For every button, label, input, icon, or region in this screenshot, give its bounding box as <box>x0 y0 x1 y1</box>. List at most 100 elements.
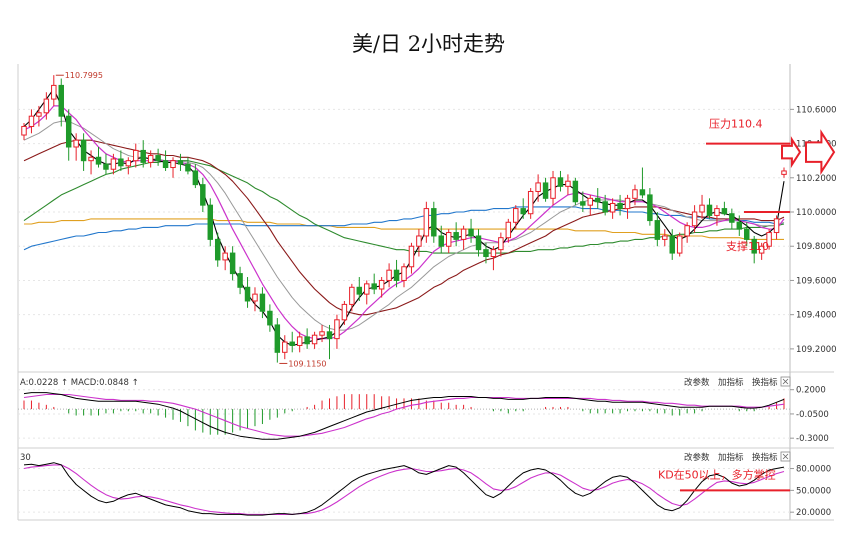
candle <box>192 164 199 189</box>
candle <box>147 150 154 168</box>
candle <box>214 232 221 267</box>
candle <box>364 280 370 305</box>
candle-body <box>80 139 87 162</box>
candle-body <box>118 158 124 167</box>
candle-body <box>721 208 728 215</box>
candle-body <box>438 235 444 247</box>
candle <box>580 191 586 213</box>
panel-button[interactable]: 加指标 <box>718 452 744 463</box>
candle <box>177 153 184 171</box>
candle <box>691 205 698 233</box>
candle <box>378 277 385 298</box>
candle-body <box>289 341 295 346</box>
candle <box>654 212 661 247</box>
candle <box>587 194 594 216</box>
candle <box>550 170 556 206</box>
moving-average-lines <box>23 88 785 347</box>
candle <box>21 123 27 141</box>
candle-body <box>103 163 109 170</box>
macd-grid <box>18 389 790 439</box>
candle <box>542 177 549 202</box>
kd-k-line <box>23 462 785 516</box>
candle-body <box>557 177 564 187</box>
candle <box>676 232 683 257</box>
candle <box>267 304 273 332</box>
price-tick-label: 110.0000 <box>796 208 837 218</box>
candle-body <box>200 184 206 206</box>
price-annotations: 110.7995 109.1150 压力110.4 支撑110 <box>55 71 836 368</box>
price-tick-label: 110.2000 <box>796 174 837 184</box>
candle <box>535 174 541 202</box>
candle <box>744 222 750 247</box>
candle <box>349 283 355 312</box>
candle <box>140 140 146 168</box>
candle-body <box>222 252 228 261</box>
macd-lines <box>23 392 785 440</box>
candle-body <box>349 286 355 305</box>
candle <box>513 205 519 230</box>
candle-body <box>364 283 370 295</box>
candle <box>371 273 377 295</box>
kd-panel: 30 改参数 加指标 换指标 80.0000 50.0000 20.0000 KD在50… <box>17 448 834 521</box>
candle-body <box>691 211 698 227</box>
macd-panel-buttons[interactable]: 改参数 加指标 换指标 <box>684 376 791 388</box>
candle <box>51 75 57 106</box>
candle <box>714 205 720 226</box>
macd-tick-label: -0.0500 <box>796 410 829 420</box>
candle <box>520 198 526 219</box>
candle-body <box>43 98 50 114</box>
candle <box>624 194 631 219</box>
panel-button[interactable]: 换指标 <box>752 377 778 388</box>
candle-body <box>229 252 236 275</box>
kd-tick-label: 50.0000 <box>796 486 831 496</box>
candle-body <box>214 238 221 261</box>
macd-header: A:0.0228 ↑ MACD:0.0848 ↑ <box>20 378 139 388</box>
panel-button[interactable]: 改参数 <box>684 452 710 463</box>
macd-panel: A:0.0228 ↑ MACD:0.0848 ↑ 改参数 加指标 换指标 0.200… <box>17 372 834 449</box>
candle-body <box>21 125 27 136</box>
candle-body <box>110 158 117 170</box>
candle-body <box>773 218 780 234</box>
candle-body <box>542 182 549 199</box>
candle <box>88 150 94 175</box>
candle-body <box>684 225 690 237</box>
candle <box>222 246 228 271</box>
candle <box>416 229 422 257</box>
candle <box>781 167 787 178</box>
kd-panel-buttons[interactable]: 改参数 加指标 换指标 <box>684 451 791 463</box>
candle <box>475 229 482 257</box>
candle <box>229 246 236 281</box>
candle <box>401 263 407 288</box>
panel-close-icon[interactable] <box>780 451 791 462</box>
candle <box>721 201 728 216</box>
candle <box>341 300 348 325</box>
macd-dea-line <box>23 393 785 437</box>
candle-body <box>676 235 683 254</box>
chart-title: 美/日 2小时走势 <box>351 32 506 56</box>
candle-body <box>654 220 661 240</box>
panel-button[interactable]: 改参数 <box>684 377 710 388</box>
candle-body <box>386 269 392 281</box>
candle <box>110 153 117 175</box>
candle-body <box>639 189 646 196</box>
candle <box>669 229 675 260</box>
panel-button[interactable]: 换指标 <box>752 452 778 463</box>
candle <box>758 242 765 260</box>
candle <box>445 229 452 254</box>
panel-button[interactable]: 加指标 <box>718 377 744 388</box>
candle <box>170 157 176 178</box>
close-x <box>782 453 789 460</box>
high-label: 110.7995 <box>65 71 103 80</box>
candle-body <box>341 303 348 321</box>
candle <box>356 277 363 301</box>
candle <box>43 92 50 120</box>
candle <box>259 287 266 319</box>
panel-close-icon[interactable] <box>780 376 791 387</box>
candle <box>557 170 564 192</box>
candle-body <box>431 208 437 237</box>
candle <box>438 225 444 254</box>
candle <box>662 229 668 247</box>
candle <box>118 150 124 171</box>
candle <box>498 232 504 257</box>
